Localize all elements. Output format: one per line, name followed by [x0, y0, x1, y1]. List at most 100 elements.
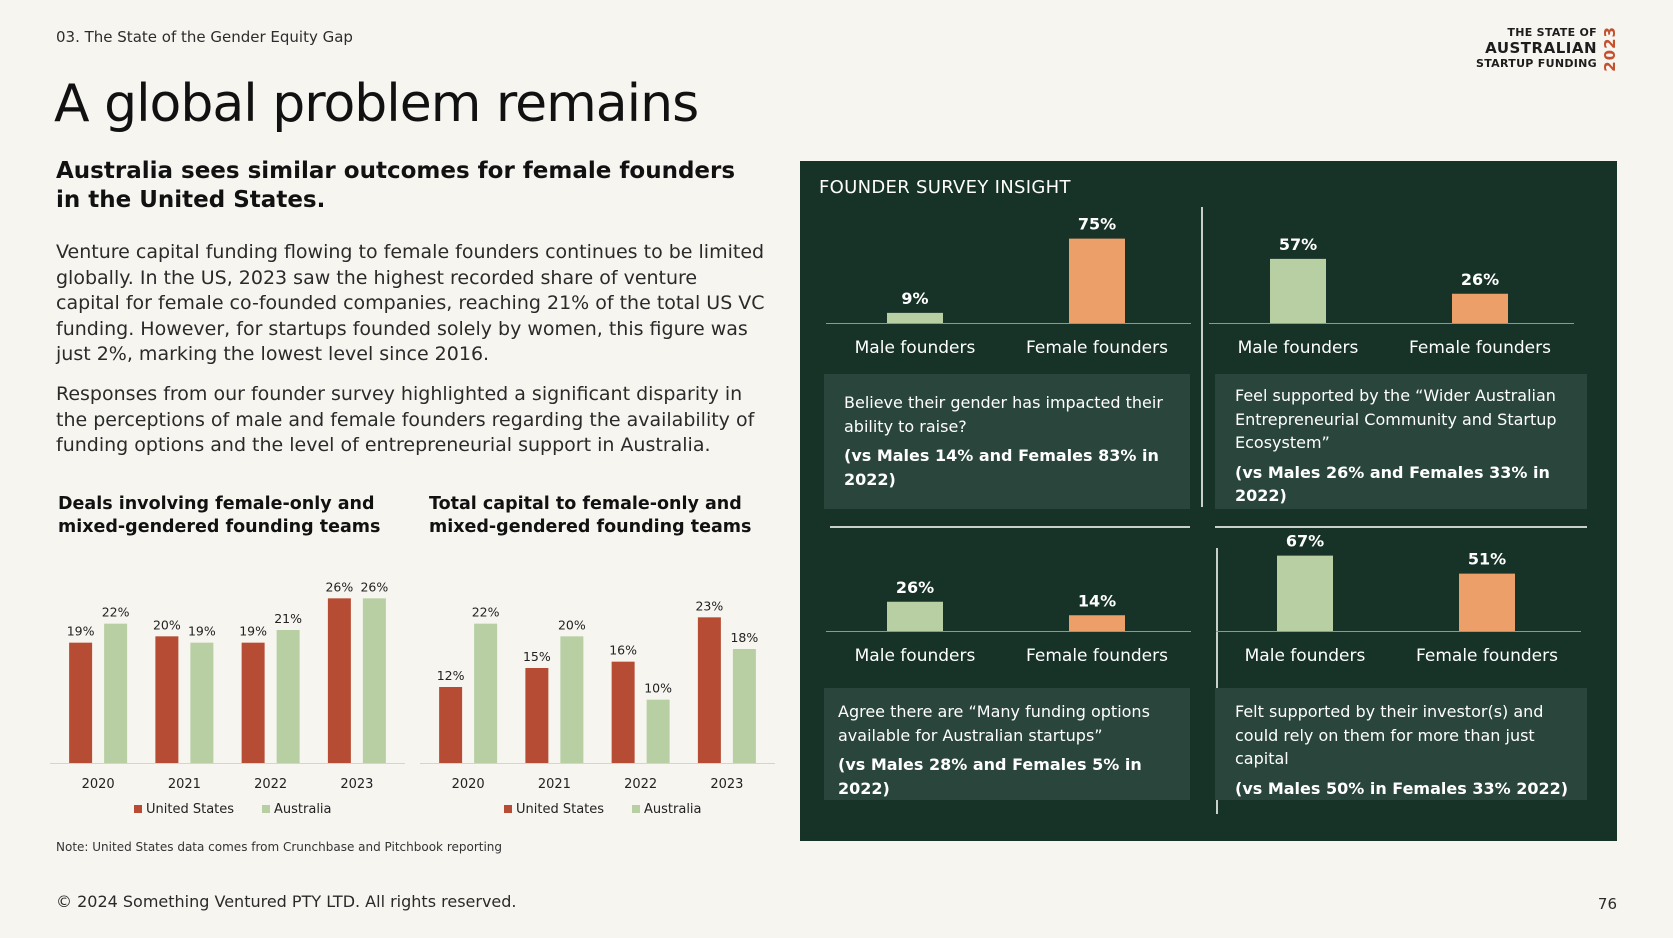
survey-card-comparison: (vs Males 50% in Females 33% 2022) [1235, 778, 1569, 798]
bar-united-states-2021 [525, 668, 549, 763]
logo-line-1: THE STATE OF [1507, 26, 1597, 39]
bar-male-founders [1277, 555, 1333, 631]
source-note: Note: United States data comes from Crun… [56, 840, 503, 854]
bar-female-founders [1459, 573, 1515, 631]
data-label: 14% [1078, 591, 1116, 610]
bar-australia-2022 [276, 630, 300, 763]
x-tick-label: 2020 [452, 777, 485, 792]
survey-card-comparison: (vs Males 26% and Females 33% in 2022) [1235, 462, 1550, 506]
section-label: 03. The State of the Gender Equity Gap [56, 28, 353, 46]
bar-united-states-2020 [439, 687, 463, 763]
legend-label: United States [516, 802, 604, 817]
bar-australia-2023 [732, 649, 756, 763]
bar-united-states-2022 [611, 661, 635, 763]
bar-female-founders [1069, 615, 1125, 631]
legend-swatch [134, 805, 142, 813]
legend-swatch [262, 805, 270, 813]
bar-australia-2021 [560, 636, 584, 763]
category-label: Male founders [855, 646, 976, 666]
data-label: 57% [1279, 235, 1317, 254]
capital-chart-title: Total capital to female-only and mixed-g… [429, 494, 752, 537]
data-label: 16% [609, 643, 637, 658]
legend-label: United States [146, 802, 234, 817]
logo-line-2: AUSTRALIAN [1485, 39, 1597, 57]
survey-card-investor-support: Felt supported by their investor(s) and … [1215, 688, 1587, 800]
quadrant-divider-left [830, 526, 1190, 528]
data-label: 67% [1286, 532, 1324, 551]
data-label: 10% [644, 681, 672, 696]
bar-australia-2022 [646, 699, 670, 763]
x-tick-label: 2021 [168, 777, 201, 792]
page-number: 76 [1597, 895, 1617, 913]
data-label: 21% [274, 611, 302, 626]
bar-australia-2020 [474, 623, 498, 763]
deals-chart-title: Deals involving female-only and mixed-ge… [58, 494, 381, 537]
data-label: 9% [901, 289, 928, 308]
data-label: 20% [558, 617, 586, 632]
legend-swatch [504, 805, 512, 813]
x-tick-label: 2021 [538, 777, 571, 792]
quadrant-divider-top [1201, 207, 1203, 507]
page-subtitle: Australia sees similar outcomes for fema… [56, 158, 736, 213]
data-label: 26% [896, 578, 934, 597]
x-tick-label: 2020 [82, 777, 115, 792]
bar-united-states-2023 [697, 617, 721, 763]
page-title: A global problem remains [54, 74, 699, 134]
survey-card-question: Agree there are “Many funding options av… [838, 702, 1150, 745]
body-paragraph-2: Responses from our founder survey highli… [56, 383, 755, 456]
survey-card-question: Feel supported by the “Wider Australian … [1235, 386, 1557, 452]
survey-card-comparison: (vs Males 28% and Females 5% in 2022) [838, 755, 1142, 798]
data-label: 22% [472, 605, 500, 620]
survey-chart-gender-impact: 9% Male founders 75% Female founders [826, 215, 1191, 358]
survey-card-comparison: (vs Males 14% and Females 83% in 2022) [844, 446, 1159, 489]
category-label: Male founders [1238, 338, 1359, 358]
legend-label: Australia [274, 802, 332, 817]
data-label: 75% [1078, 215, 1116, 234]
bar-united-states-2022 [241, 642, 265, 763]
bar-united-states-2020 [69, 642, 93, 763]
x-tick-label: 2023 [710, 777, 743, 792]
data-label: 20% [153, 617, 181, 632]
data-label: 18% [730, 630, 758, 645]
bar-united-states-2021 [155, 636, 179, 763]
bar-female-founders [1069, 238, 1125, 323]
survey-card-question: Believe their gender has impacted their … [844, 393, 1163, 436]
category-label: Female founders [1409, 338, 1551, 358]
bar-australia-2023 [362, 598, 386, 763]
data-label: 22% [102, 605, 130, 620]
legend-swatch [632, 805, 640, 813]
category-label: Female founders [1026, 646, 1168, 666]
logo-year: 2023 [1601, 26, 1619, 72]
data-label: 19% [188, 624, 216, 639]
survey-card-funding-options: Agree there are “Many funding options av… [824, 688, 1190, 800]
capital-chart: 12% 22% 2020 15% 20% 2021 16% 10% 2022 23% 18% 2023… [420, 598, 775, 817]
logo-line-3: STARTUP FUNDING [1476, 57, 1597, 70]
data-label: 26% [360, 579, 388, 594]
survey-card-community-support: Feel supported by the “Wider Australian … [1215, 374, 1587, 509]
survey-chart-community-support: 57% Male founders 26% Female founders [1209, 235, 1574, 358]
category-label: Female founders [1026, 338, 1168, 358]
data-label: 51% [1468, 550, 1506, 569]
category-label: Male founders [1245, 646, 1366, 666]
category-label: Male founders [855, 338, 976, 358]
quadrant-divider-right [1215, 526, 1587, 528]
bar-male-founders [887, 601, 943, 631]
data-label: 26% [1461, 270, 1499, 289]
deals-chart: 19% 22% 2020 20% 19% 2021 19% 21% 2022 26% 26% 2023… [50, 579, 405, 817]
survey-panel-title: FOUNDER SURVEY INSIGHT [819, 177, 1071, 198]
legend-label: Australia [644, 802, 702, 817]
bar-australia-2020 [104, 623, 128, 763]
x-tick-label: 2022 [624, 777, 657, 792]
x-tick-label: 2023 [340, 777, 373, 792]
data-label: 23% [695, 598, 723, 613]
bar-australia-2021 [190, 642, 214, 763]
survey-chart-investor-support: 67% Male founders 51% Female founders [1216, 532, 1581, 666]
data-label: 26% [325, 579, 353, 594]
survey-card-gender-impact: Believe their gender has impacted their … [824, 374, 1190, 509]
bar-male-founders [887, 312, 943, 323]
copyright-notice: © 2024 Something Ventured PTY LTD. All r… [56, 892, 517, 911]
report-logo: THE STATE OF AUSTRALIAN STARTUP FUNDING … [1476, 26, 1619, 72]
bar-female-founders [1452, 293, 1508, 323]
bar-united-states-2023 [327, 598, 351, 763]
survey-chart-funding-options: 26% Male founders 14% Female founders [826, 578, 1191, 666]
